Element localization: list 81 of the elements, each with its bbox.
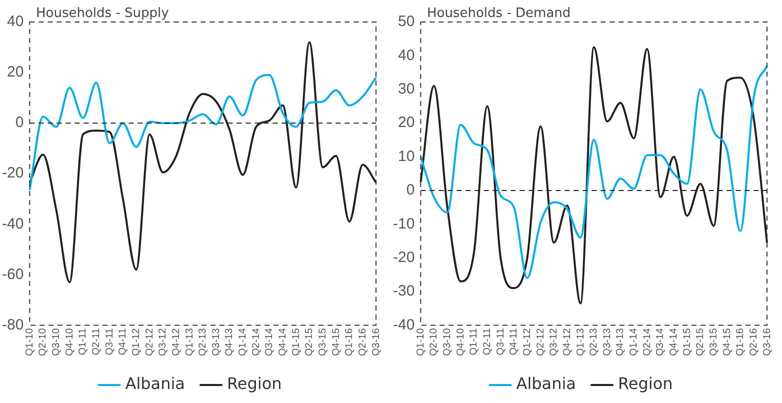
chart-title: Households - Demand: [427, 6, 571, 21]
x-tick-label: Q4-15: [330, 328, 342, 356]
legend-label: Albania: [516, 374, 576, 394]
y-tick-label: -20: [2, 164, 24, 182]
x-tick-label: Q2-14: [642, 328, 653, 356]
y-tick-label: -40: [392, 316, 415, 334]
x-tick-label: Q2-12: [144, 328, 156, 356]
x-tick-label: Q1-13: [575, 328, 586, 356]
y-tick-label: -40: [2, 215, 24, 232]
x-tick-label: Q4-12: [562, 328, 573, 356]
x-tick-label: Q2-13: [588, 328, 600, 356]
x-tick-label: Q1-10: [24, 328, 36, 356]
x-tick-label: Q3-12: [548, 328, 560, 356]
x-tick-label: Q2-10: [38, 328, 49, 356]
x-tick-label: Q2-11: [91, 328, 102, 356]
legend-label: Region: [226, 374, 282, 394]
x-tick-label: Q4-10: [64, 328, 76, 356]
x-tick-label: Q2-16: [357, 328, 368, 356]
x-tick-label: Q1-15: [682, 328, 693, 356]
x-tick-label: Q2-12: [535, 328, 546, 356]
x-tick-label: Q3-14: [264, 328, 276, 356]
line-series: [28, 41, 377, 284]
y-tick-label: 20: [6, 64, 24, 81]
x-tick-label: Q1-16: [344, 328, 356, 356]
x-tick-label: Q4-13: [615, 328, 626, 356]
x-tick-label: Q3-16: [762, 328, 773, 356]
x-tick-label: Q3-15: [708, 328, 720, 356]
y-tick-label: 0: [406, 182, 415, 199]
y-tick-label: 40: [6, 13, 24, 30]
x-tick-label: Q1-13: [184, 328, 196, 356]
x-tick-label: Q1-10: [415, 328, 426, 356]
y-tick-label: 30: [398, 80, 415, 98]
x-tick-label: Q1-15: [290, 328, 302, 356]
legend-label: Albania: [125, 374, 185, 394]
y-tick-label: -10: [392, 215, 415, 232]
x-tick-label: Q4-10: [455, 328, 466, 356]
line-series: [420, 64, 768, 280]
line-series: [420, 46, 768, 304]
x-tick-label: Q3-10: [51, 328, 62, 356]
x-tick-label: Q2-13: [198, 328, 209, 356]
x-tick-label: Q4-14: [278, 328, 289, 356]
x-tick-label: Q1-11: [468, 328, 480, 356]
x-tick-label: Q3-12: [158, 328, 169, 356]
line-series: [28, 74, 377, 192]
y-tick-label: 20: [398, 114, 415, 132]
x-tick-label: Q3-15: [317, 328, 328, 356]
x-tick-label: Q3-13: [210, 328, 222, 356]
x-tick-label: Q4-14: [668, 328, 680, 356]
x-tick-label: Q3-16: [370, 328, 382, 356]
x-tick-label: Q2-15: [304, 328, 316, 356]
y-tick-label: -20: [392, 248, 415, 266]
x-tick-label: Q4-13: [224, 328, 236, 356]
x-tick-label: Q3-14: [655, 328, 666, 356]
x-tick-label: Q4-11: [508, 328, 520, 356]
y-tick-label: 0: [15, 114, 24, 132]
x-tick-label: Q2-16: [748, 328, 760, 356]
x-tick-label: Q3-13: [602, 328, 613, 356]
legend-label: Region: [618, 374, 673, 394]
x-tick-label: Q3-11: [104, 328, 116, 356]
y-tick-label: 40: [398, 46, 415, 64]
x-tick-label: Q1-16: [735, 328, 746, 356]
x-tick-label: Q2-11: [482, 328, 494, 356]
x-tick-label: Q4-11: [118, 328, 129, 356]
y-tick-label: -30: [392, 282, 415, 300]
y-tick-label: 50: [398, 13, 415, 30]
y-tick-label: -60: [2, 266, 24, 283]
x-tick-label: Q1-12: [522, 328, 533, 356]
x-tick-label: Q1-11: [78, 328, 89, 356]
y-tick-label: 10: [398, 148, 415, 165]
x-tick-label: Q3-10: [442, 328, 454, 356]
x-tick-label: Q1-12: [130, 328, 142, 356]
y-tick-label: -80: [2, 316, 24, 334]
x-tick-label: Q2-14: [250, 328, 262, 356]
chart-title: Households - Supply: [36, 6, 169, 21]
x-tick-label: Q1-14: [238, 328, 249, 356]
x-tick-label: Q4-15: [722, 328, 733, 356]
x-tick-label: Q1-14: [628, 328, 640, 356]
x-tick-label: Q4-12: [170, 328, 182, 356]
x-tick-label: Q2-15: [695, 328, 706, 356]
x-tick-label: Q2-10: [428, 328, 440, 356]
x-tick-label: Q3-11: [495, 328, 506, 356]
